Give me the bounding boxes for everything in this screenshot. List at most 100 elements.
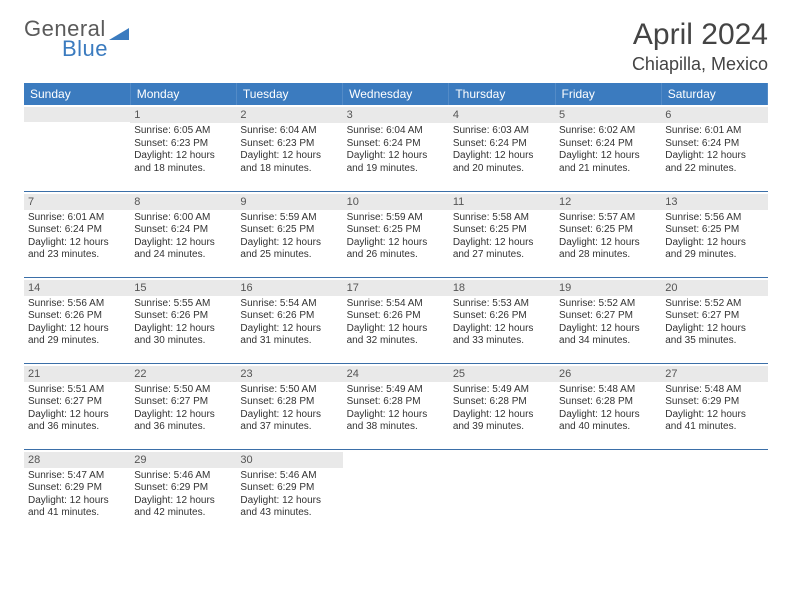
daylight-text: Daylight: 12 hours and 21 minutes. bbox=[559, 150, 657, 175]
sunset-text: Sunset: 6:28 PM bbox=[347, 396, 445, 409]
sunset-text: Sunset: 6:23 PM bbox=[240, 138, 338, 151]
calendar-cell: 28Sunrise: 5:47 AMSunset: 6:29 PMDayligh… bbox=[24, 449, 130, 535]
calendar-cell: 4Sunrise: 6:03 AMSunset: 6:24 PMDaylight… bbox=[449, 105, 555, 191]
daylight-text: Daylight: 12 hours and 43 minutes. bbox=[240, 495, 338, 520]
sunset-text: Sunset: 6:24 PM bbox=[134, 224, 232, 237]
daylight-text: Daylight: 12 hours and 42 minutes. bbox=[134, 495, 232, 520]
calendar-cell: 20Sunrise: 5:52 AMSunset: 6:27 PMDayligh… bbox=[661, 277, 767, 363]
sunrise-text: Sunrise: 5:54 AM bbox=[347, 298, 445, 311]
calendar-cell: 22Sunrise: 5:50 AMSunset: 6:27 PMDayligh… bbox=[130, 363, 236, 449]
daylight-text: Daylight: 12 hours and 24 minutes. bbox=[134, 237, 232, 262]
sunrise-text: Sunrise: 5:51 AM bbox=[28, 384, 126, 397]
weekday-header-tuesday: Tuesday bbox=[236, 83, 342, 105]
sunset-text: Sunset: 6:29 PM bbox=[240, 482, 338, 495]
sunset-text: Sunset: 6:27 PM bbox=[134, 396, 232, 409]
calendar-cell bbox=[555, 449, 661, 535]
location-title: Chiapilla, Mexico bbox=[632, 54, 768, 75]
calendar-cell: 23Sunrise: 5:50 AMSunset: 6:28 PMDayligh… bbox=[236, 363, 342, 449]
day-number: 30 bbox=[236, 452, 342, 468]
calendar-week-row: 1Sunrise: 6:05 AMSunset: 6:23 PMDaylight… bbox=[24, 105, 768, 191]
day-number: 5 bbox=[555, 107, 661, 123]
calendar-cell: 6Sunrise: 6:01 AMSunset: 6:24 PMDaylight… bbox=[661, 105, 767, 191]
calendar-cell: 14Sunrise: 5:56 AMSunset: 6:26 PMDayligh… bbox=[24, 277, 130, 363]
sunrise-text: Sunrise: 5:46 AM bbox=[134, 470, 232, 483]
day-number: 11 bbox=[449, 194, 555, 210]
calendar-cell: 9Sunrise: 5:59 AMSunset: 6:25 PMDaylight… bbox=[236, 191, 342, 277]
sunset-text: Sunset: 6:24 PM bbox=[28, 224, 126, 237]
month-year-title: April 2024 bbox=[632, 18, 768, 52]
day-number: 26 bbox=[555, 366, 661, 382]
daylight-text: Daylight: 12 hours and 22 minutes. bbox=[665, 150, 763, 175]
calendar-table: SundayMondayTuesdayWednesdayThursdayFrid… bbox=[24, 83, 768, 535]
calendar-cell: 5Sunrise: 6:02 AMSunset: 6:24 PMDaylight… bbox=[555, 105, 661, 191]
page-header: General Blue April 2024 Chiapilla, Mexic… bbox=[24, 18, 768, 75]
day-number: 22 bbox=[130, 366, 236, 382]
weekday-header-wednesday: Wednesday bbox=[343, 83, 449, 105]
calendar-cell: 21Sunrise: 5:51 AMSunset: 6:27 PMDayligh… bbox=[24, 363, 130, 449]
day-number: 23 bbox=[236, 366, 342, 382]
calendar-cell: 8Sunrise: 6:00 AMSunset: 6:24 PMDaylight… bbox=[130, 191, 236, 277]
calendar-cell: 24Sunrise: 5:49 AMSunset: 6:28 PMDayligh… bbox=[343, 363, 449, 449]
daylight-text: Daylight: 12 hours and 37 minutes. bbox=[240, 409, 338, 434]
daylight-text: Daylight: 12 hours and 32 minutes. bbox=[347, 323, 445, 348]
sunrise-text: Sunrise: 5:48 AM bbox=[559, 384, 657, 397]
sunset-text: Sunset: 6:29 PM bbox=[134, 482, 232, 495]
day-number: 10 bbox=[343, 194, 449, 210]
brand-part2: Blue bbox=[62, 36, 108, 61]
calendar-cell: 13Sunrise: 5:56 AMSunset: 6:25 PMDayligh… bbox=[661, 191, 767, 277]
daylight-text: Daylight: 12 hours and 40 minutes. bbox=[559, 409, 657, 434]
daylight-text: Daylight: 12 hours and 20 minutes. bbox=[453, 150, 551, 175]
calendar-week-row: 28Sunrise: 5:47 AMSunset: 6:29 PMDayligh… bbox=[24, 449, 768, 535]
day-number: 28 bbox=[24, 452, 130, 468]
day-number: 19 bbox=[555, 280, 661, 296]
daylight-text: Daylight: 12 hours and 29 minutes. bbox=[665, 237, 763, 262]
sunset-text: Sunset: 6:26 PM bbox=[240, 310, 338, 323]
calendar-cell: 16Sunrise: 5:54 AMSunset: 6:26 PMDayligh… bbox=[236, 277, 342, 363]
calendar-cell: 11Sunrise: 5:58 AMSunset: 6:25 PMDayligh… bbox=[449, 191, 555, 277]
empty-daynum-strip bbox=[24, 107, 130, 122]
day-number: 18 bbox=[449, 280, 555, 296]
day-number: 15 bbox=[130, 280, 236, 296]
sunset-text: Sunset: 6:26 PM bbox=[453, 310, 551, 323]
sunrise-text: Sunrise: 5:53 AM bbox=[453, 298, 551, 311]
day-number: 9 bbox=[236, 194, 342, 210]
sunset-text: Sunset: 6:27 PM bbox=[559, 310, 657, 323]
calendar-cell bbox=[449, 449, 555, 535]
sunrise-text: Sunrise: 6:04 AM bbox=[347, 125, 445, 138]
daylight-text: Daylight: 12 hours and 35 minutes. bbox=[665, 323, 763, 348]
sunrise-text: Sunrise: 5:57 AM bbox=[559, 212, 657, 225]
daylight-text: Daylight: 12 hours and 36 minutes. bbox=[28, 409, 126, 434]
sunset-text: Sunset: 6:28 PM bbox=[559, 396, 657, 409]
sunset-text: Sunset: 6:28 PM bbox=[453, 396, 551, 409]
day-number: 6 bbox=[661, 107, 767, 123]
sunset-text: Sunset: 6:26 PM bbox=[347, 310, 445, 323]
sunrise-text: Sunrise: 5:48 AM bbox=[665, 384, 763, 397]
daylight-text: Daylight: 12 hours and 41 minutes. bbox=[28, 495, 126, 520]
sunrise-text: Sunrise: 5:59 AM bbox=[347, 212, 445, 225]
sunrise-text: Sunrise: 5:50 AM bbox=[240, 384, 338, 397]
calendar-cell bbox=[661, 449, 767, 535]
calendar-cell: 2Sunrise: 6:04 AMSunset: 6:23 PMDaylight… bbox=[236, 105, 342, 191]
sunrise-text: Sunrise: 5:50 AM bbox=[134, 384, 232, 397]
day-number: 8 bbox=[130, 194, 236, 210]
day-number: 20 bbox=[661, 280, 767, 296]
sunrise-text: Sunrise: 5:52 AM bbox=[559, 298, 657, 311]
daylight-text: Daylight: 12 hours and 28 minutes. bbox=[559, 237, 657, 262]
daylight-text: Daylight: 12 hours and 33 minutes. bbox=[453, 323, 551, 348]
daylight-text: Daylight: 12 hours and 30 minutes. bbox=[134, 323, 232, 348]
day-number: 16 bbox=[236, 280, 342, 296]
daylight-text: Daylight: 12 hours and 38 minutes. bbox=[347, 409, 445, 434]
calendar-page: General Blue April 2024 Chiapilla, Mexic… bbox=[0, 0, 792, 535]
day-number: 25 bbox=[449, 366, 555, 382]
sunset-text: Sunset: 6:29 PM bbox=[665, 396, 763, 409]
calendar-cell: 19Sunrise: 5:52 AMSunset: 6:27 PMDayligh… bbox=[555, 277, 661, 363]
day-number: 4 bbox=[449, 107, 555, 123]
weekday-header-sunday: Sunday bbox=[24, 83, 130, 105]
sunrise-text: Sunrise: 6:01 AM bbox=[28, 212, 126, 225]
weekday-header-saturday: Saturday bbox=[661, 83, 767, 105]
sunrise-text: Sunrise: 6:02 AM bbox=[559, 125, 657, 138]
sunrise-text: Sunrise: 5:46 AM bbox=[240, 470, 338, 483]
weekday-header-friday: Friday bbox=[555, 83, 661, 105]
calendar-weekday-header: SundayMondayTuesdayWednesdayThursdayFrid… bbox=[24, 83, 768, 105]
calendar-week-row: 21Sunrise: 5:51 AMSunset: 6:27 PMDayligh… bbox=[24, 363, 768, 449]
